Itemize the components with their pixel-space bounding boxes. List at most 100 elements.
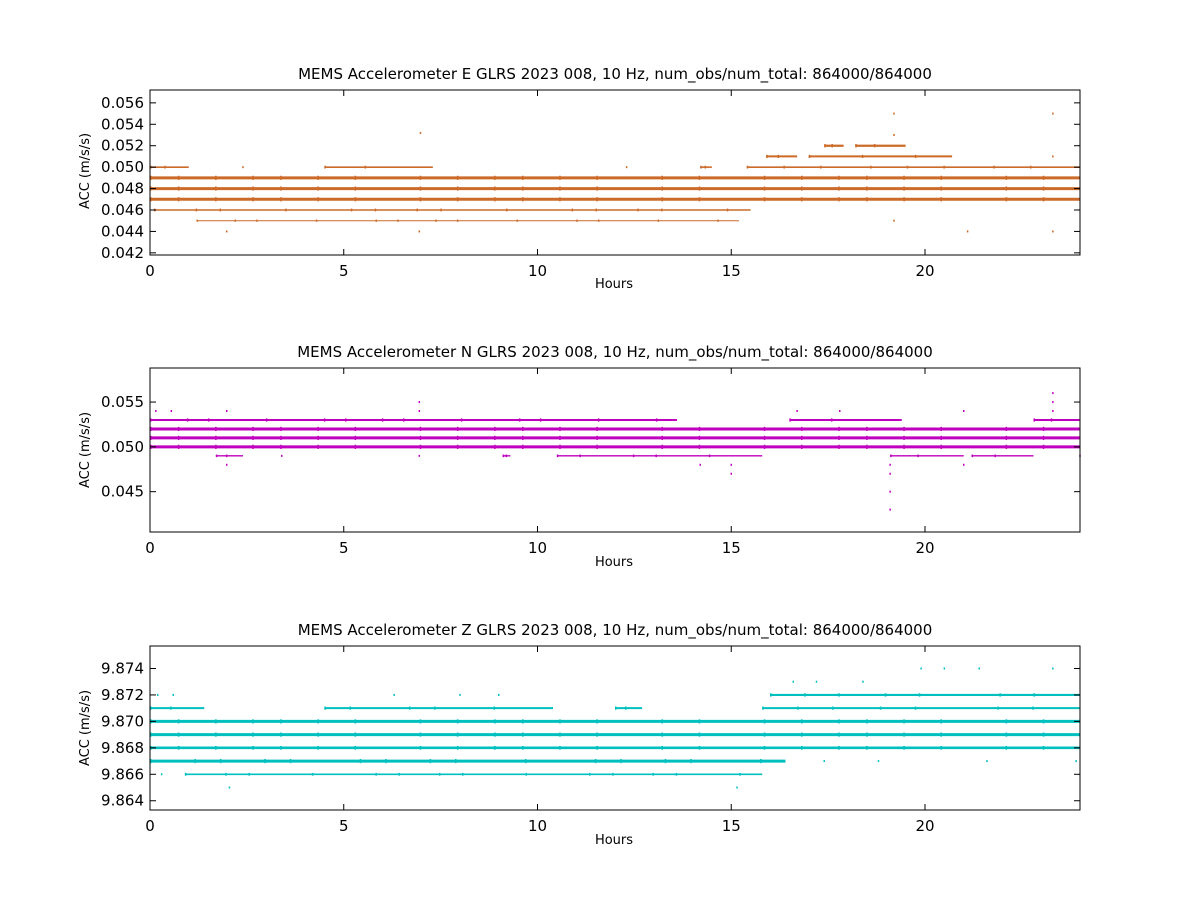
- data-point: [855, 144, 857, 148]
- data-point: [418, 454, 421, 457]
- data-point: [820, 165, 822, 169]
- data-point: [661, 745, 663, 750]
- data-point: [281, 454, 283, 457]
- data-point: [456, 197, 459, 202]
- data-point: [903, 732, 905, 737]
- data-point: [522, 745, 524, 750]
- x-axis-label: Hours: [595, 277, 633, 292]
- data-point: [1005, 732, 1008, 737]
- data-point: [177, 186, 180, 191]
- data-point: [1052, 230, 1054, 233]
- data-point: [559, 186, 561, 191]
- panel-acc-z: MEMS Accelerometer Z GLRS 2023 008, 10 H…: [78, 621, 1081, 848]
- data-point: [661, 435, 663, 441]
- data-point: [940, 197, 942, 202]
- data-point: [770, 693, 772, 697]
- data-point: [746, 165, 749, 169]
- x-tick-label: 10: [528, 262, 547, 280]
- data-point: [493, 706, 496, 710]
- data-point: [940, 435, 942, 441]
- y-tick-label: 0.048: [101, 180, 144, 198]
- data-point: [354, 745, 357, 750]
- data-point: [1033, 418, 1035, 422]
- data-point: [215, 745, 217, 750]
- data-point: [657, 219, 660, 222]
- data-point: [559, 197, 561, 202]
- data-point: [1042, 732, 1045, 737]
- y-tick-label: 0.050: [101, 158, 144, 176]
- data-point: [838, 719, 840, 724]
- data-point: [576, 219, 578, 222]
- data-point: [459, 693, 461, 696]
- data-point: [494, 732, 496, 737]
- data-point: [1052, 112, 1054, 115]
- y-tick-label: 0.055: [101, 393, 144, 411]
- data-point: [796, 410, 798, 413]
- data-point: [838, 745, 840, 750]
- data-point: [866, 197, 868, 202]
- data-point: [893, 134, 895, 136]
- data-point: [418, 410, 421, 413]
- data-point: [559, 444, 561, 449]
- y-tick-label: 9.870: [101, 712, 144, 730]
- data-point: [456, 219, 459, 222]
- data-point: [280, 444, 282, 449]
- chart-title: MEMS Accelerometer Z GLRS 2023 008, 10 H…: [298, 621, 933, 640]
- x-tick-label: 5: [339, 539, 349, 557]
- data-point: [763, 186, 766, 191]
- data-point: [1042, 197, 1045, 202]
- data-point: [832, 706, 834, 710]
- data-point: [903, 719, 905, 724]
- data-point: [655, 454, 657, 458]
- data-point: [632, 454, 635, 458]
- data-point: [456, 186, 459, 191]
- data-point: [524, 758, 527, 764]
- x-tick-label: 10: [528, 817, 547, 835]
- data-point: [280, 426, 282, 432]
- data-point: [762, 706, 764, 710]
- data-point: [317, 719, 319, 724]
- data-point: [903, 426, 905, 432]
- data-point: [704, 165, 707, 169]
- data-point: [456, 435, 459, 441]
- data-point: [559, 435, 561, 441]
- data-point: [615, 706, 617, 710]
- data-point: [354, 197, 357, 202]
- data-point: [462, 772, 464, 776]
- data-point: [943, 667, 946, 670]
- data-point: [364, 165, 367, 169]
- data-point: [866, 745, 868, 750]
- data-point: [698, 732, 701, 737]
- data-point: [456, 745, 459, 750]
- data-point: [777, 154, 780, 159]
- data-point: [215, 186, 217, 191]
- data-point: [419, 435, 422, 441]
- data-point: [739, 772, 741, 776]
- data-point: [280, 719, 282, 724]
- data-point: [943, 165, 945, 169]
- data-point: [502, 454, 505, 458]
- data-point: [866, 186, 868, 191]
- data-point: [903, 175, 905, 180]
- data-point: [661, 197, 663, 202]
- data-point: [429, 758, 432, 764]
- data-point: [315, 219, 318, 222]
- data-point: [620, 758, 622, 764]
- y-tick-label: 9.866: [101, 765, 144, 783]
- data-point: [215, 197, 217, 202]
- data-point: [522, 426, 524, 432]
- data-point: [698, 444, 701, 449]
- data-point: [522, 435, 524, 441]
- y-axis: 9.864 9.866 9.868 9.870 9.872 9.874: [101, 659, 1080, 810]
- data-point: [579, 454, 581, 458]
- data-point: [522, 732, 524, 737]
- data-point: [280, 197, 282, 202]
- data-point: [1005, 186, 1008, 191]
- data-point: [311, 772, 314, 776]
- data-point: [730, 463, 732, 466]
- data-point: [440, 208, 442, 212]
- data-point: [375, 772, 377, 776]
- data-point: [177, 426, 180, 432]
- data-point: [866, 175, 868, 180]
- data-point: [862, 680, 864, 683]
